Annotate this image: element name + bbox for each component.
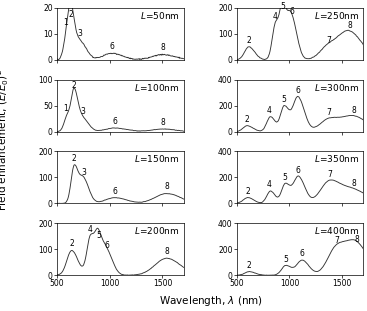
Text: 6: 6 (300, 249, 305, 258)
Text: 8: 8 (160, 43, 165, 52)
Text: 2: 2 (72, 154, 77, 163)
Text: 4: 4 (87, 225, 92, 234)
Text: 2: 2 (246, 187, 250, 196)
Text: $L$=200nm: $L$=200nm (134, 225, 180, 236)
Text: 6: 6 (109, 42, 114, 51)
Text: 8: 8 (347, 21, 352, 30)
Text: $L$=300nm: $L$=300nm (314, 82, 360, 93)
Text: 8: 8 (352, 179, 356, 188)
Text: 2: 2 (247, 261, 252, 270)
Text: 5: 5 (282, 95, 287, 104)
Text: 3: 3 (81, 169, 86, 177)
Text: $L$=50nm: $L$=50nm (140, 10, 180, 21)
Text: $L$=150nm: $L$=150nm (134, 153, 180, 165)
Text: 8: 8 (164, 183, 169, 192)
Text: 4: 4 (267, 180, 272, 189)
Text: 6: 6 (295, 86, 300, 95)
Text: 1: 1 (63, 104, 68, 114)
Text: 5: 5 (96, 231, 101, 240)
Text: 7: 7 (327, 108, 331, 117)
Text: 8: 8 (164, 247, 169, 256)
Text: 4: 4 (272, 12, 277, 21)
Text: 7: 7 (327, 170, 332, 179)
Text: 6: 6 (105, 241, 109, 250)
Text: 6: 6 (113, 187, 117, 196)
Text: 6: 6 (289, 7, 294, 16)
Text: 2: 2 (247, 36, 251, 45)
Text: 8: 8 (160, 118, 165, 127)
Text: 8: 8 (352, 106, 356, 115)
Text: 7: 7 (334, 236, 339, 245)
Text: 3: 3 (78, 30, 83, 39)
Text: 8: 8 (355, 235, 359, 244)
Text: $L$=100nm: $L$=100nm (134, 82, 180, 93)
Text: 2: 2 (72, 81, 77, 90)
Text: 1: 1 (63, 18, 68, 27)
Text: 5: 5 (283, 254, 288, 263)
Text: $L$=250nm: $L$=250nm (314, 10, 360, 21)
Text: 5: 5 (283, 173, 288, 182)
Text: 6: 6 (113, 117, 117, 126)
Text: 2: 2 (69, 239, 74, 248)
Text: 4: 4 (267, 106, 272, 115)
Text: 7: 7 (326, 36, 331, 45)
Text: 6: 6 (296, 166, 301, 175)
Text: $L$=400nm: $L$=400nm (314, 225, 360, 236)
Text: Field enhancement, $(E/E_0)^2$: Field enhancement, $(E/E_0)^2$ (0, 69, 11, 211)
Text: $L$=350nm: $L$=350nm (314, 153, 360, 165)
Text: 2: 2 (245, 115, 250, 124)
Text: 3: 3 (80, 107, 85, 116)
Text: 2: 2 (69, 11, 73, 20)
Text: 5: 5 (281, 2, 286, 11)
Text: Wavelength, $\lambda$ (nm): Wavelength, $\lambda$ (nm) (159, 294, 263, 308)
